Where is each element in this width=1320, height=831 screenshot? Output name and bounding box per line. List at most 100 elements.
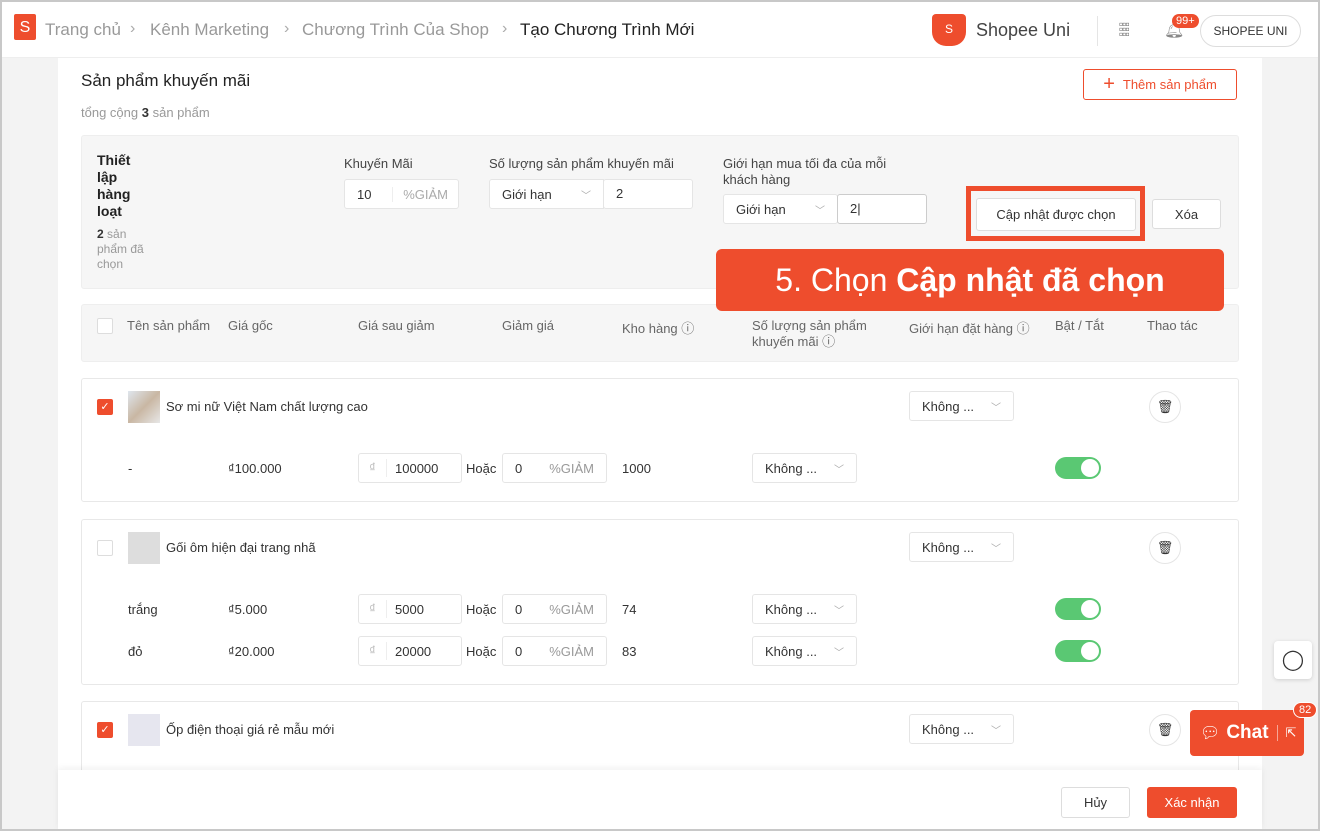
limit-select[interactable]: Giới hạn ﹀: [723, 194, 838, 224]
trash-icon[interactable]: 🗑︎: [1149, 714, 1181, 746]
product-row: Gối ôm hiện đại trang nhã Không ... ﹀ 🗑︎ …: [81, 519, 1239, 685]
breadcrumb-home[interactable]: Trang chủ: [45, 20, 121, 39]
enable-toggle[interactable]: [1055, 640, 1101, 662]
breadcrumb-marketing[interactable]: Kênh Marketing: [150, 20, 270, 39]
bulk-selected-count: 2 sản phẩm đã chọn: [97, 227, 157, 272]
new-price-input[interactable]: ₫ 5000: [358, 594, 462, 624]
delete-selected-button[interactable]: Xóa: [1152, 199, 1221, 229]
col-order-limit-label: Giới hạn đặt hàng: [909, 321, 1013, 336]
limit-value: 2: [850, 201, 858, 216]
enable-toggle[interactable]: [1055, 457, 1101, 479]
order-limit-select[interactable]: Không ... ﹀: [909, 714, 1014, 744]
qty-label: Số lượng sản phẩm khuyến mãi: [489, 156, 674, 171]
chevron-down-icon: ﹀: [834, 464, 844, 476]
col-stock: Kho hàng ⓘ: [622, 318, 694, 337]
discount-input[interactable]: 0 %GIẢM: [502, 453, 607, 483]
promo-qty-select[interactable]: Không ... ﹀: [752, 453, 857, 483]
table-header: [81, 304, 1239, 362]
divider: [1097, 16, 1098, 46]
help-icon[interactable]: ⓘ: [681, 321, 695, 336]
breadcrumb-separator-icon: ›: [502, 20, 508, 37]
promo-input[interactable]: 10 %GIẢM: [344, 179, 459, 209]
trash-icon[interactable]: 🗑︎: [1149, 532, 1181, 564]
help-icon[interactable]: ⓘ: [822, 334, 836, 349]
confirm-button[interactable]: Xác nhận: [1147, 787, 1237, 818]
product-name: Ốp điện thoại giá rẻ mẫu mới: [166, 722, 335, 737]
add-product-label: Thêm sản phẩm: [1122, 77, 1217, 92]
discount-value: 0: [515, 643, 523, 659]
variant-price: ₫5.000: [228, 602, 268, 617]
discount-input[interactable]: 0 %GIẢM: [502, 594, 607, 624]
col-price: Giá gốc: [228, 318, 273, 333]
promo-qty-select[interactable]: Không ... ﹀: [752, 636, 857, 666]
or-label: Hoặc: [466, 461, 497, 476]
product-name: Sơ mi nữ Việt Nam chất lượng cao: [166, 399, 368, 414]
cancel-button[interactable]: Hủy: [1061, 787, 1130, 818]
shopee-logo-icon[interactable]: S: [14, 14, 36, 40]
top-header: S Trang chủ › Kênh Marketing › Chương Tr…: [0, 0, 1320, 58]
breadcrumb-current: Tạo Chương Trình Mới: [520, 20, 695, 39]
enable-toggle[interactable]: [1055, 598, 1101, 620]
product-row: ✓ Sơ mi nữ Việt Nam chất lượng cao Không…: [81, 378, 1239, 502]
qty-input[interactable]: 2: [603, 179, 693, 209]
bulk-title: Thiết lập hàng loạt: [97, 152, 131, 219]
stock-value: 1000: [622, 461, 651, 476]
product-checkbox[interactable]: ✓: [97, 722, 113, 738]
apps-grid-icon[interactable]: ▫▫▫ ▫▫▫ ▫▫▫: [1119, 17, 1130, 41]
product-thumbnail: [128, 532, 160, 564]
chat-button[interactable]: 💬︎ Chat ⇱: [1190, 710, 1304, 756]
col-promo-qty-label: Số lượng sản phẩm khuyến mãi: [752, 318, 867, 349]
add-product-button[interactable]: + Thêm sản phẩm: [1083, 69, 1237, 100]
breadcrumb-shop-programs[interactable]: Chương Trình Của Shop: [302, 20, 489, 39]
new-price-input[interactable]: ₫ 20000: [358, 636, 462, 666]
support-headset-icon[interactable]: ◯: [1274, 641, 1312, 679]
chevron-down-icon: ﹀: [834, 605, 844, 617]
discount-unit: %GIẢM: [549, 601, 594, 617]
qty-select[interactable]: Giới hạn ﹀: [489, 179, 604, 209]
currency-symbol: ₫: [359, 600, 387, 618]
product-checkbox[interactable]: [97, 540, 113, 556]
trash-icon[interactable]: 🗑︎: [1149, 391, 1181, 423]
col-promo-qty: Số lượng sản phẩm khuyến mãi ⓘ: [752, 318, 892, 350]
help-icon[interactable]: ⓘ: [1016, 321, 1030, 336]
expand-icon[interactable]: ⇱: [1276, 725, 1296, 741]
order-limit-select[interactable]: Không ... ﹀: [909, 391, 1014, 421]
or-label: Hoặc: [466, 602, 497, 617]
select-all-checkbox[interactable]: [97, 318, 113, 334]
new-price-input[interactable]: ₫ 100000: [358, 453, 462, 483]
limit-input[interactable]: 2|: [837, 194, 927, 224]
currency-symbol: ₫: [359, 459, 387, 477]
callout-bold: Cập nhật đã chọn: [896, 261, 1165, 298]
promo-qty-value: Không ...: [765, 643, 818, 659]
breadcrumb-separator-icon: ›: [130, 20, 136, 37]
total-suffix: sản phẩm: [152, 105, 210, 120]
account-button[interactable]: SHOPEE UNI: [1200, 15, 1301, 47]
chevron-down-icon: ﹀: [991, 543, 1001, 555]
chevron-down-icon: ﹀: [815, 205, 825, 217]
chevron-down-icon: ﹀: [581, 190, 591, 202]
product-name: Gối ôm hiện đại trang nhã: [166, 540, 316, 555]
new-price-value: 20000: [395, 643, 432, 659]
new-price-value: 5000: [395, 601, 424, 617]
discount-input[interactable]: 0 %GIẢM: [502, 636, 607, 666]
product-thumbnail: [128, 391, 160, 423]
shopee-uni-logo-icon: S: [932, 14, 966, 46]
variant-name: trắng: [128, 602, 158, 617]
update-selected-button[interactable]: Cập nhật được chọn: [976, 198, 1136, 231]
chevron-down-icon: ﹀: [834, 647, 844, 659]
discount-unit: %GIẢM: [549, 643, 594, 659]
callout-prefix: 5. Chọn: [775, 261, 888, 298]
col-toggle: Bật / Tắt: [1055, 318, 1104, 333]
variant-name: đỏ: [128, 644, 143, 659]
selected-number: 2: [97, 227, 104, 241]
instruction-callout: 5. Chọn Cập nhật đã chọn: [716, 249, 1224, 311]
order-limit-value: Không ...: [922, 539, 975, 555]
promo-label: Khuyến Mãi: [344, 156, 413, 171]
variant-price: ₫100.000: [228, 461, 282, 476]
order-limit-select[interactable]: Không ... ﹀: [909, 532, 1014, 562]
variant-name: -: [128, 461, 133, 476]
promo-qty-value: Không ...: [765, 601, 818, 617]
promo-qty-select[interactable]: Không ... ﹀: [752, 594, 857, 624]
product-checkbox[interactable]: ✓: [97, 399, 113, 415]
variant-price: ₫20.000: [228, 644, 275, 659]
